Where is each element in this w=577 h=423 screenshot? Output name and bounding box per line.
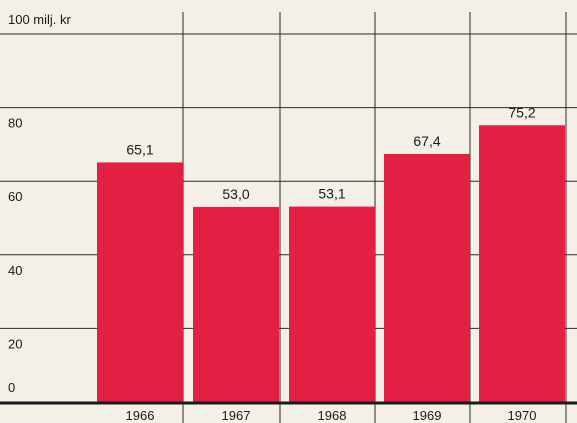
data-label-1967: 53,0 [222, 186, 249, 202]
labels-group: 100 milj. kr 65,1 1966 53,0 1967 53,1 1968 67,… [8, 12, 536, 423]
category-label-1970: 1970 [508, 408, 537, 423]
category-label-1968: 1968 [318, 408, 347, 423]
bar-1970 [479, 125, 565, 402]
bar-1967 [193, 206, 279, 402]
bars-group [97, 125, 565, 402]
category-label-1966: 1966 [126, 408, 155, 423]
y-tick-label-0: 0 [8, 380, 15, 395]
gridlines [0, 12, 577, 423]
data-label-1970: 75,2 [508, 104, 535, 120]
bar-1968 [289, 206, 375, 402]
data-label-1968: 53,1 [318, 186, 345, 202]
y-tick-label-40: 40 [8, 263, 22, 278]
bar-1966 [97, 162, 183, 402]
data-label-1969: 67,4 [413, 133, 440, 149]
y-tick-label-80: 80 [8, 116, 22, 131]
y-tick-label-20: 20 [8, 336, 22, 351]
y-tick-label-60: 60 [8, 189, 22, 204]
category-label-1967: 1967 [222, 408, 251, 423]
data-label-1966: 65,1 [126, 141, 153, 157]
y-axis-unit-label: 100 milj. kr [8, 12, 72, 27]
bar-1969 [384, 153, 470, 402]
category-label-1969: 1969 [413, 408, 442, 423]
